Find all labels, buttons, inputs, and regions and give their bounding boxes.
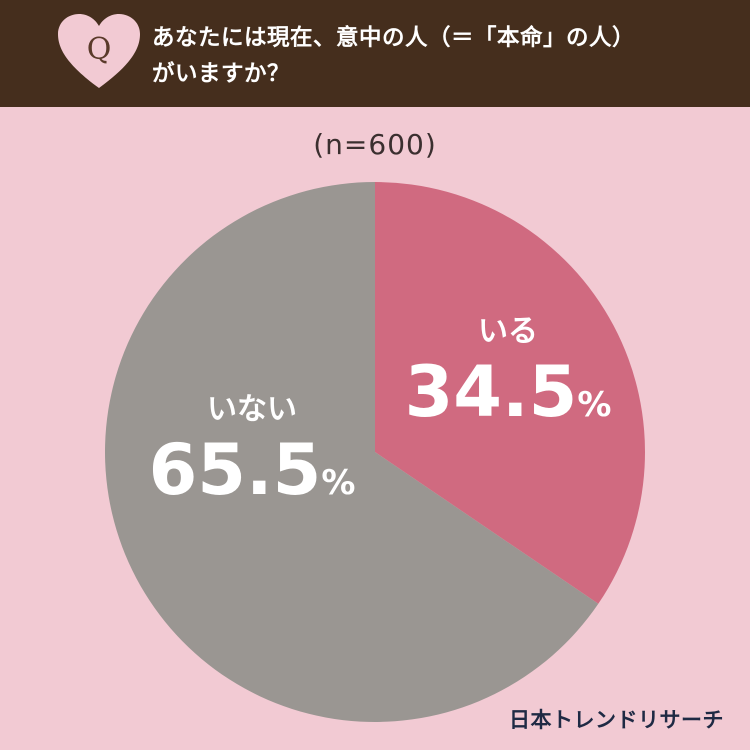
label-iru-name: いる (478, 314, 538, 349)
question-line-2: がいますか？ (152, 61, 291, 87)
label-inai-unit: % (321, 463, 356, 503)
pie-slice-inai (105, 182, 599, 722)
label-inai: いない 65.5% (122, 390, 382, 510)
pie-slice-iru (375, 182, 645, 604)
label-inai-name: いない (207, 392, 297, 427)
sample-size: (n=600) (313, 128, 437, 161)
header-bar: Q あなたには現在、意中の人（＝「本命」の人） がいますか？ (0, 0, 750, 107)
label-iru: いる 34.5% (378, 312, 638, 432)
heart-q-icon: Q (58, 14, 140, 90)
label-iru-value: 34.5 (404, 351, 578, 433)
brand-logo: 日本トレンドリサーチ (509, 708, 724, 732)
label-inai-value: 65.5 (148, 429, 322, 511)
label-iru-unit: % (577, 385, 612, 425)
question-text: あなたには現在、意中の人（＝「本命」の人） がいますか？ (152, 20, 732, 92)
q-letter: Q (86, 32, 112, 67)
question-line-1: あなたには現在、意中の人（＝「本命」の人） (152, 25, 636, 51)
